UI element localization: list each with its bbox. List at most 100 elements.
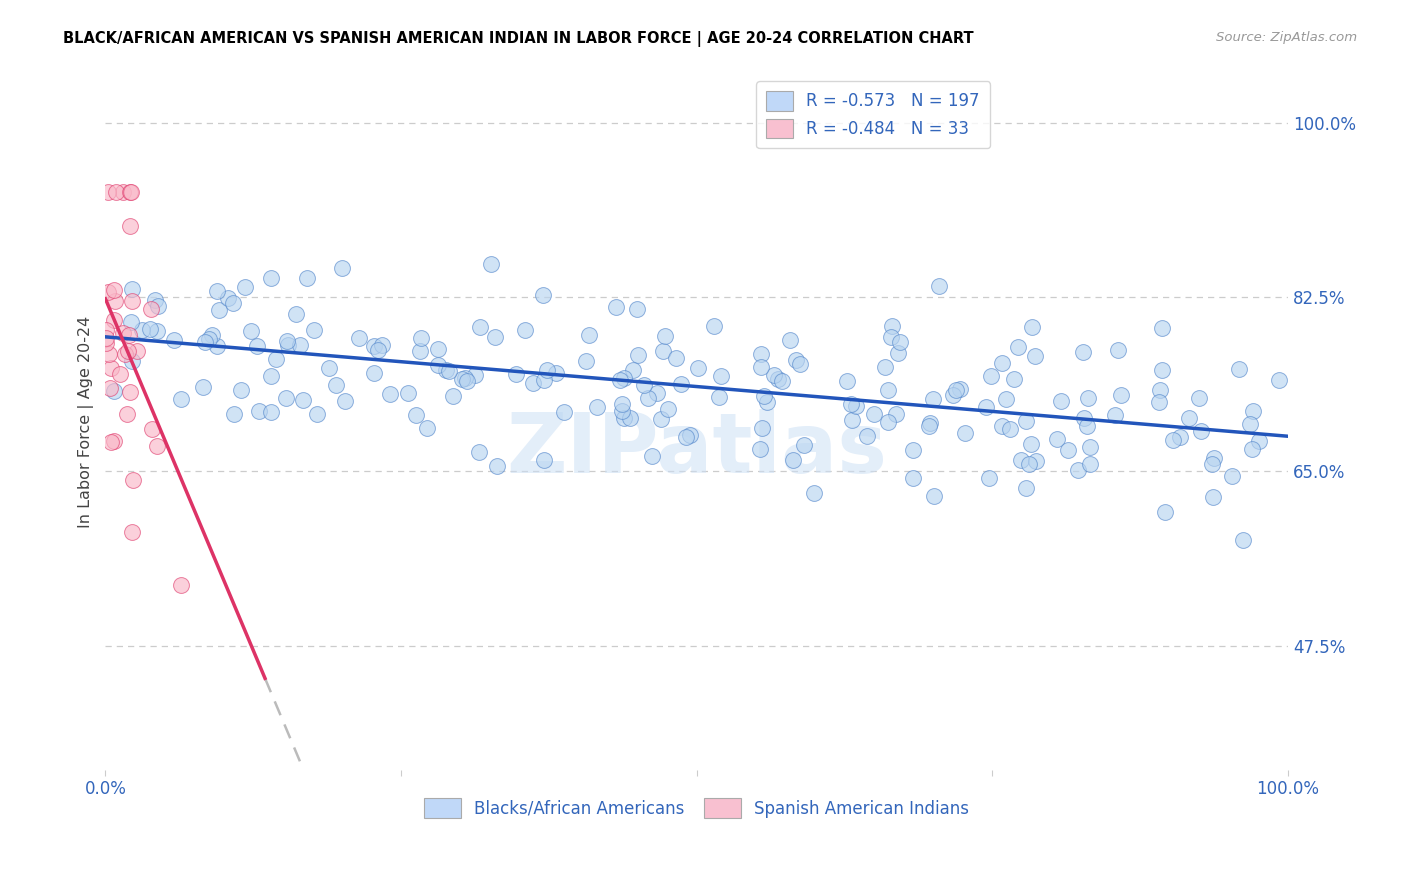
Point [803,486,825,500]
Point [131,323,153,337]
Point [675,429,697,443]
Point [98,347,121,361]
Y-axis label: In Labor Force | Age 20-24: In Labor Force | Age 20-24 [79,316,94,527]
Point [533,452,555,467]
Point [1204,451,1226,466]
Point [994,392,1017,406]
Point [1067,463,1090,477]
Point [479,257,502,271]
Point [1240,442,1263,456]
Point [669,376,692,391]
Point [782,453,804,467]
Point [434,362,457,376]
Point [1241,404,1264,418]
Point [288,338,311,352]
Point [363,339,385,353]
Point [1161,434,1184,448]
Point [1227,362,1250,376]
Point [146,324,169,338]
Point [785,353,807,368]
Point [260,271,283,285]
Point [640,449,662,463]
Point [405,409,427,423]
Point [416,421,439,435]
Point [94,323,117,337]
Point [650,412,672,426]
Point [875,360,897,375]
Point [942,387,965,401]
Point [707,390,730,404]
Point [710,368,733,383]
Point [371,338,394,352]
Point [105,186,128,200]
Point [1268,373,1291,387]
Point [100,380,122,394]
Point [1071,344,1094,359]
Point [454,371,477,385]
Point [120,315,142,329]
Point [613,411,636,425]
Text: ZIPatlas: ZIPatlas [506,409,887,490]
Point [205,339,228,353]
Point [201,327,224,342]
Point [578,328,600,343]
Point [318,360,340,375]
Point [884,407,907,421]
Point [863,407,886,421]
Point [749,442,772,457]
Point [513,323,536,337]
Point [789,357,811,371]
Point [380,387,402,401]
Point [1078,440,1101,454]
Point [876,415,898,429]
Point [751,421,773,435]
Point [1201,458,1223,472]
Point [533,288,555,302]
Point [266,352,288,367]
Point [991,419,1014,434]
Point [1177,411,1199,425]
Point [145,439,167,453]
Point [114,346,136,360]
Point [1109,388,1132,402]
Point [1019,437,1042,451]
Point [139,302,162,317]
Point [325,378,347,392]
Point [307,407,329,421]
Point [1232,533,1254,547]
Point [1107,343,1129,357]
Point [121,524,143,539]
Point [464,368,486,382]
Point [277,338,299,352]
Point [484,330,506,344]
Point [217,291,239,305]
Point [198,332,221,346]
Point [928,278,950,293]
Point [980,369,1002,384]
Point [901,471,924,485]
Point [610,396,633,410]
Point [118,384,141,399]
Point [260,368,283,383]
Point [138,322,160,336]
Point [291,392,314,407]
Point [974,401,997,415]
Point [1076,418,1098,433]
Point [470,319,492,334]
Point [222,296,245,310]
Point [612,404,634,418]
Point [1168,430,1191,444]
Point [125,344,148,359]
Point [793,438,815,452]
Point [97,285,120,300]
Point [752,389,775,403]
Point [1073,411,1095,425]
Point [1150,321,1173,335]
Point [468,445,491,459]
Point [609,373,631,387]
Point [170,392,193,406]
Point [880,319,903,334]
Point [121,293,143,308]
Point [651,344,673,359]
Point [654,328,676,343]
